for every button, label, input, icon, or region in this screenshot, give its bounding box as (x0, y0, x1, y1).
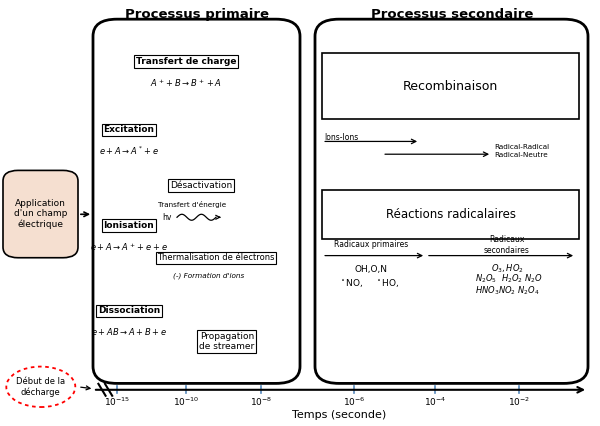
Text: Début de la
décharge: Début de la décharge (16, 377, 65, 397)
Text: $10^{-4}$: $10^{-4}$ (424, 395, 446, 408)
Text: Ionisation: Ionisation (104, 221, 154, 230)
Text: $HNO_3NO_2\ N_2O_4$: $HNO_3NO_2\ N_2O_4$ (475, 284, 539, 297)
Text: Temps (seconde): Temps (seconde) (292, 410, 386, 420)
Text: $10^{-8}$: $10^{-8}$ (250, 395, 272, 408)
Text: Radicaux
secondaires: Radicaux secondaires (484, 235, 530, 255)
Text: $10^{-6}$: $10^{-6}$ (343, 395, 365, 408)
Text: $^\circ$HO,: $^\circ$HO, (375, 277, 399, 289)
Text: $N_2O_5$: $N_2O_5$ (475, 273, 497, 285)
Text: OH,O,N: OH,O,N (354, 265, 388, 274)
FancyBboxPatch shape (322, 190, 579, 239)
Text: Application
d'un champ
électrique: Application d'un champ électrique (14, 199, 67, 230)
Text: hv: hv (162, 213, 172, 222)
Text: Excitation: Excitation (104, 125, 155, 135)
Text: Désactivation: Désactivation (170, 181, 232, 190)
Text: Ions-Ions: Ions-Ions (324, 132, 358, 142)
Text: Radicaux primaires: Radicaux primaires (334, 240, 408, 250)
FancyBboxPatch shape (3, 170, 78, 258)
Text: Thermalisation de électrons: Thermalisation de électrons (157, 253, 275, 262)
Text: Réactions radicalaires: Réactions radicalaires (386, 208, 515, 221)
Text: $A^++B\rightarrow B^+ + A$: $A^++B\rightarrow B^+ + A$ (150, 77, 222, 89)
FancyBboxPatch shape (322, 53, 579, 119)
Text: (-) Formation d'ions: (-) Formation d'ions (173, 273, 244, 279)
Text: $e + A \rightarrow A^+ + e + e$: $e + A \rightarrow A^+ + e + e$ (90, 241, 168, 253)
Text: Processus primaire: Processus primaire (125, 9, 269, 21)
Text: Recombinaison: Recombinaison (403, 80, 498, 93)
Text: $O_3,HO_2$: $O_3,HO_2$ (491, 262, 523, 275)
Text: Processus secondaire: Processus secondaire (371, 9, 533, 21)
Text: Radical-Radical
Radical-Neutre: Radical-Radical Radical-Neutre (494, 144, 550, 158)
Text: Dissociation: Dissociation (98, 306, 160, 316)
Text: $10^{-15}$: $10^{-15}$ (104, 395, 130, 408)
Text: Propagation
de streamer: Propagation de streamer (199, 332, 254, 351)
Text: $H_2O_2\ N_2O$: $H_2O_2\ N_2O$ (501, 273, 543, 285)
Text: $e + AB \rightarrow A + B + e$: $e + AB \rightarrow A + B + e$ (91, 326, 167, 337)
Text: $e + A \rightarrow A^* + e$: $e + A \rightarrow A^* + e$ (99, 145, 159, 158)
Text: $10^{-10}$: $10^{-10}$ (173, 395, 199, 408)
Text: Transfert de charge: Transfert de charge (136, 57, 236, 66)
Ellipse shape (7, 366, 76, 407)
Text: $10^{-2}$: $10^{-2}$ (508, 395, 530, 408)
Text: Transfert d'énergie: Transfert d'énergie (158, 201, 226, 208)
Text: $^\circ$NO,: $^\circ$NO, (339, 277, 363, 289)
